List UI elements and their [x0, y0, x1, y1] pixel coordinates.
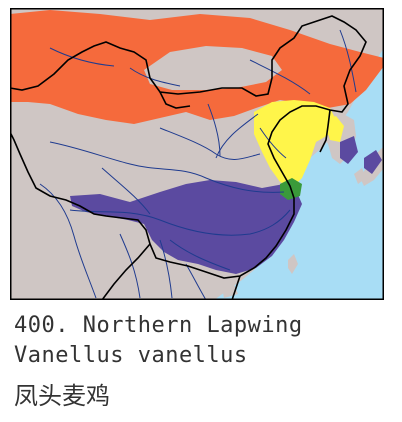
scientific-name: Vanellus vanellus [14, 343, 248, 368]
national-borders [10, 15, 367, 300]
species-title: 400. Northern Lapwing [14, 313, 303, 338]
land-taiwan [288, 254, 298, 274]
wintering-range [70, 180, 302, 274]
chinese-name: 凤头麦鸡 [14, 382, 110, 410]
passage-range [254, 100, 336, 188]
gobi-gap [144, 46, 282, 90]
land-kyushu [354, 168, 366, 184]
yellow-sea-inlet [306, 150, 336, 188]
wintering-range-korea [340, 136, 358, 164]
river-network [39, 29, 357, 300]
wintering-range-japan [364, 150, 382, 174]
map-frame-border [10, 8, 384, 300]
range-map [10, 8, 384, 300]
species-number: 400. [14, 313, 69, 338]
common-name: Northern Lapwing [82, 313, 303, 338]
